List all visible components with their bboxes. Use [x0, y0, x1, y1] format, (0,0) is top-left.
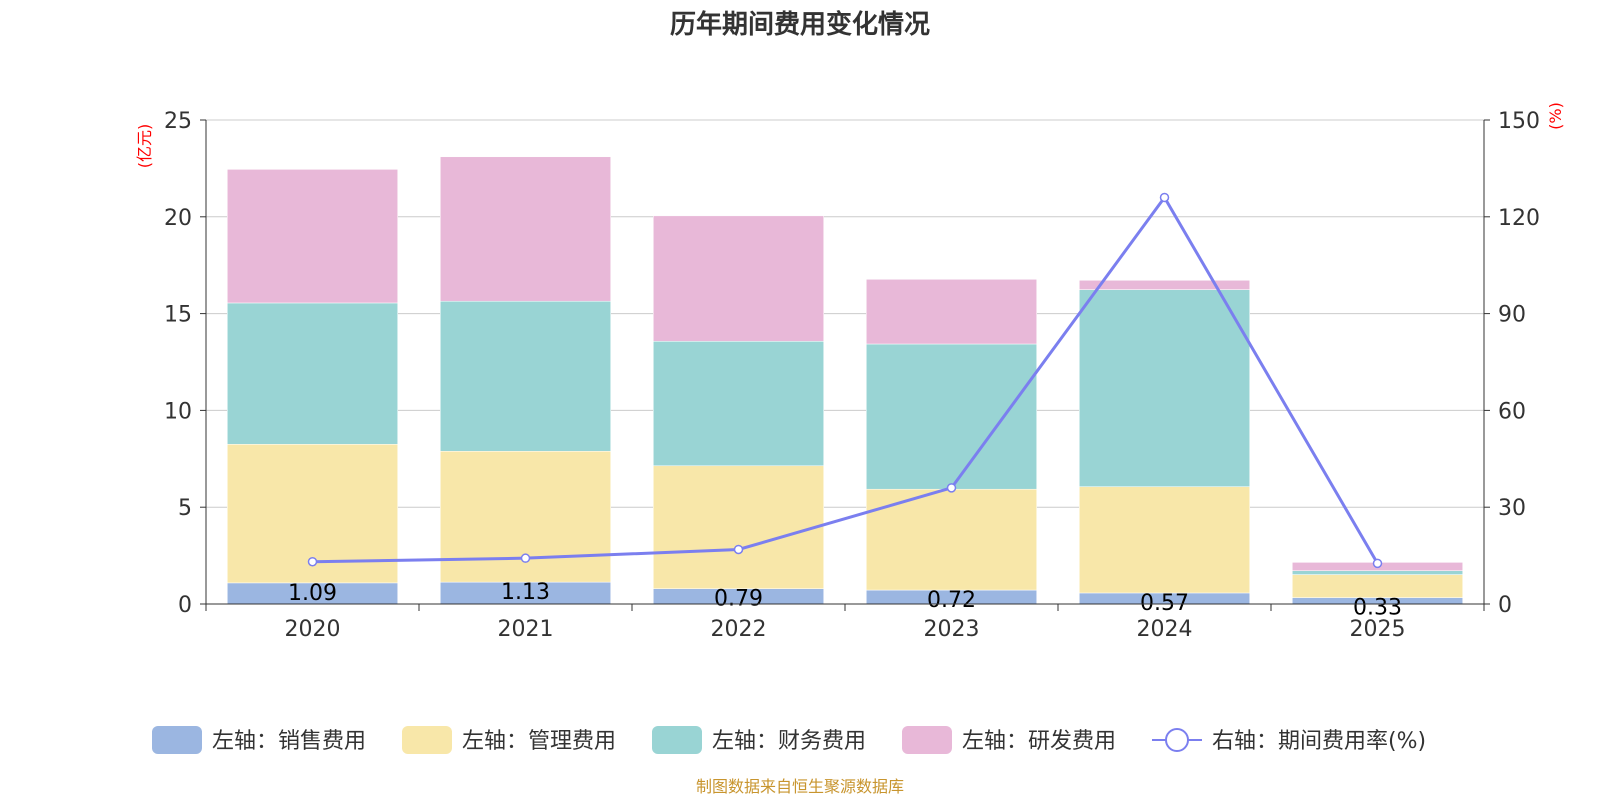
rate-line	[312, 194, 1379, 565]
x-axis-tick-label: 2023	[924, 617, 980, 642]
rate-line-point	[946, 483, 957, 493]
bar-value-label: 1.13	[501, 580, 550, 605]
right-axis-tick-label: 30	[1498, 496, 1526, 521]
left-axis-tick-label: 0	[178, 593, 192, 618]
legend-label: 左轴：财务费用	[712, 729, 866, 754]
chart-title: 历年期间费用变化情况	[670, 9, 930, 40]
bar-series	[227, 156, 1463, 605]
right-axis-tick-label: 60	[1498, 399, 1526, 424]
x-axis-tick-label: 2020	[285, 617, 341, 642]
bar-segment	[1292, 574, 1463, 598]
right-axis-tick-label: 120	[1498, 206, 1540, 231]
bar-segment	[1079, 486, 1250, 594]
bar-data-labels: 1.09 1.13 0.79 0.72 0.57 0.33	[288, 580, 1402, 620]
right-axis-tick-label: 150	[1498, 109, 1540, 134]
legend-label: 左轴：研发费用	[962, 729, 1116, 754]
left-axis-tick-label: 25	[164, 109, 192, 134]
right-axis-unit: (%)	[1546, 102, 1565, 130]
bar-value-label: 0.57	[1140, 591, 1189, 616]
right-axis-tick-label: 0	[1498, 593, 1512, 618]
x-axis-tick-label: 2024	[1137, 617, 1193, 642]
rate-line-point	[1159, 192, 1170, 203]
legend-label: 左轴：管理费用	[462, 729, 616, 754]
rate-line-point	[307, 556, 318, 567]
legend-marker	[1165, 728, 1189, 752]
legend-swatch	[152, 726, 202, 754]
left-axis-tick-label: 20	[164, 206, 192, 231]
bar-segment	[653, 465, 824, 589]
legend-swatch	[402, 726, 452, 754]
legend-label: 左轴：销售费用	[212, 729, 366, 754]
bar-segment	[653, 341, 824, 467]
left-axis-unit: (亿元)	[135, 124, 154, 169]
legend: 左轴：销售费用 左轴：管理费用 左轴：财务费用 左轴：研发费用 右轴：期间费用率(%)	[152, 726, 1426, 754]
bar-segment	[866, 279, 1037, 345]
legend-label: 右轴：期间费用率(%)	[1212, 729, 1426, 754]
x-axis-tick-label: 2022	[711, 617, 767, 642]
bar-value-label: 0.33	[1353, 596, 1402, 621]
x-axis-tick-label: 2025	[1350, 617, 1406, 642]
line-series	[307, 192, 1383, 569]
legend-swatch	[652, 726, 702, 754]
left-axis-tick-label: 10	[164, 399, 192, 424]
axes: 0 0 5 30 10 60 15 90 20 120 25 150 2020 2021 2022 2023 2…	[164, 109, 1540, 642]
gridlines	[206, 119, 1484, 508]
x-axis-tick-label: 2021	[498, 617, 554, 642]
left-axis-tick-label: 5	[178, 496, 192, 521]
bar-value-label: 0.79	[714, 587, 763, 612]
bar-segment	[653, 215, 824, 342]
bar-segment	[227, 302, 398, 445]
bar-segment	[1079, 280, 1250, 290]
bar-segment	[1292, 570, 1463, 575]
right-axis-tick-label: 90	[1498, 303, 1526, 328]
rate-line-point	[520, 553, 531, 563]
bar-value-label: 0.72	[927, 588, 976, 613]
left-axis-tick-label: 15	[164, 303, 192, 328]
bar-segment	[440, 300, 611, 452]
bar-segment	[227, 169, 398, 304]
bar-value-label: 1.09	[288, 581, 337, 606]
rate-line-point	[1372, 558, 1383, 569]
bar-segment	[866, 343, 1037, 490]
bar-segment	[866, 488, 1037, 591]
bar-segment	[1079, 289, 1250, 487]
rate-line-point	[733, 544, 744, 555]
source-note: 制图数据来自恒生聚源数据库	[696, 777, 904, 796]
bar-segment	[440, 156, 611, 302]
legend-swatch	[902, 726, 952, 754]
